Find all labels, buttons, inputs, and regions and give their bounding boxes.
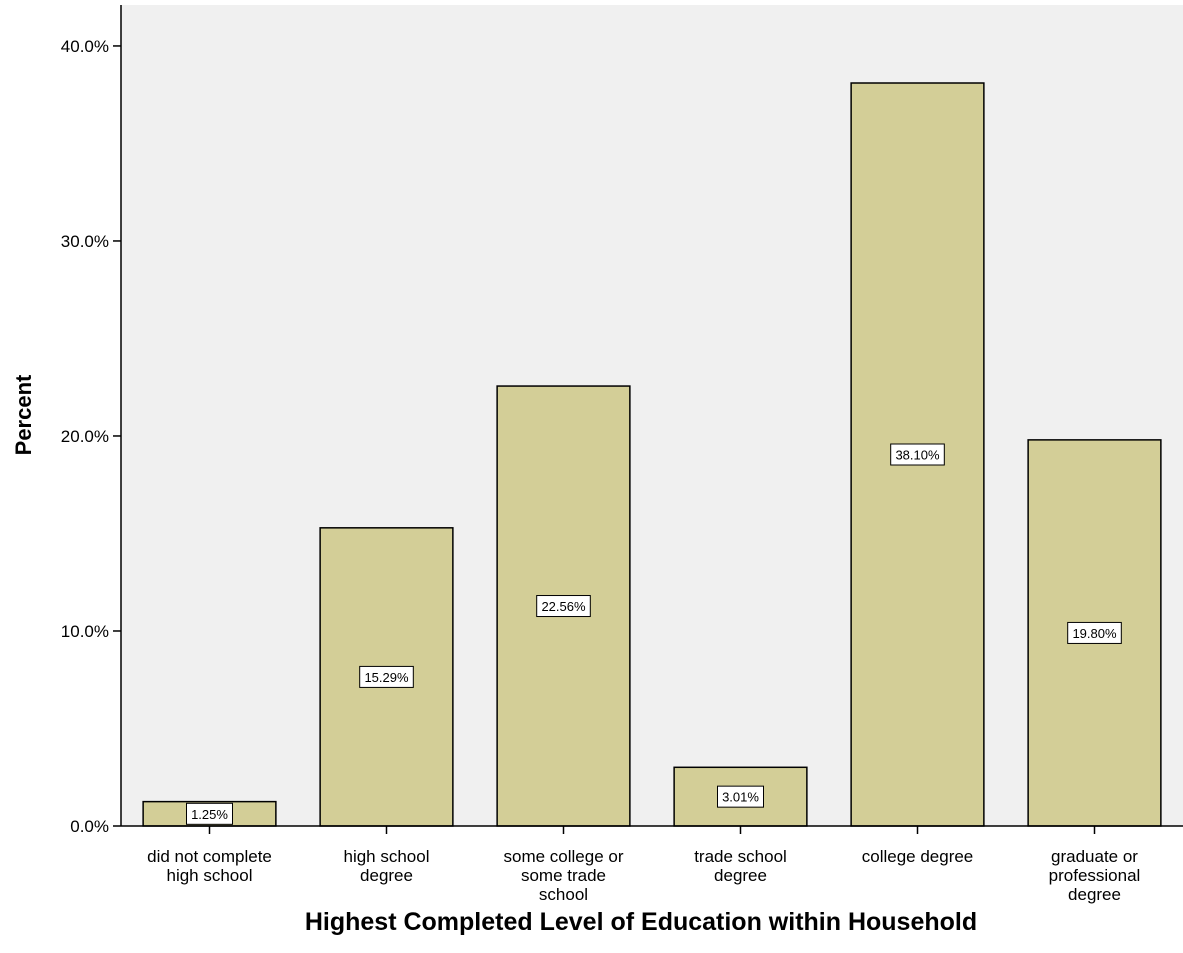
x-tick-label: did not complete high school — [147, 847, 272, 885]
data-label-box — [1067, 621, 1122, 644]
axes-layer — [120, 5, 1183, 827]
data-label-box — [359, 665, 414, 688]
data-label-box — [536, 595, 591, 618]
y-tick-label: 40.0% — [61, 37, 109, 56]
x-ticks-layer: did not complete high school high school de… — [147, 826, 1140, 904]
data-label-box — [186, 802, 233, 825]
data-label: 3.01% — [722, 790, 759, 805]
x-tick-label: high school degree — [343, 847, 429, 885]
data-label-box — [717, 785, 764, 808]
y-tick-label: 0.0% — [70, 817, 109, 836]
x-tick-label: graduate or professional degree — [1049, 847, 1141, 904]
x-tick-label: college degree — [862, 847, 974, 866]
y-tick-label: 20.0% — [61, 427, 109, 446]
data-label-box — [890, 443, 945, 466]
data-label: 15.29% — [364, 670, 409, 685]
y-ticks-layer: 0.0% 10.0% 20.0% 30.0% 40.0% — [61, 37, 121, 836]
x-tick-label: trade school degree — [694, 847, 787, 885]
data-label: 38.10% — [895, 448, 940, 463]
y-axis-title: Percent — [11, 374, 36, 455]
data-label: 22.56% — [541, 599, 586, 614]
x-axis-title: Highest Completed Level of Education wit… — [305, 908, 977, 936]
data-labels-layer: 1.25% 15.29% 22.56% 3.01% 38.10% 19.80% — [186, 443, 1122, 825]
plot-background — [121, 5, 1183, 826]
y-tick-label: 10.0% — [61, 622, 109, 641]
y-tick-label: 30.0% — [61, 232, 109, 251]
data-label: 19.80% — [1072, 626, 1117, 641]
data-label: 1.25% — [191, 807, 228, 822]
x-tick-label: some college or some trade school — [503, 847, 623, 904]
